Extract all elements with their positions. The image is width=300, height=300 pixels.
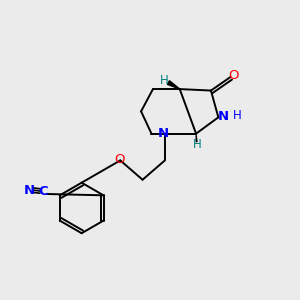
Text: H: H <box>160 74 169 87</box>
Text: H: H <box>193 138 202 152</box>
Text: N: N <box>158 127 169 140</box>
Text: C: C <box>38 185 48 198</box>
Text: O: O <box>228 69 238 82</box>
Polygon shape <box>167 81 180 89</box>
Text: N: N <box>218 110 229 123</box>
Text: N: N <box>24 184 35 196</box>
Text: H: H <box>232 109 241 122</box>
Text: O: O <box>114 153 125 166</box>
